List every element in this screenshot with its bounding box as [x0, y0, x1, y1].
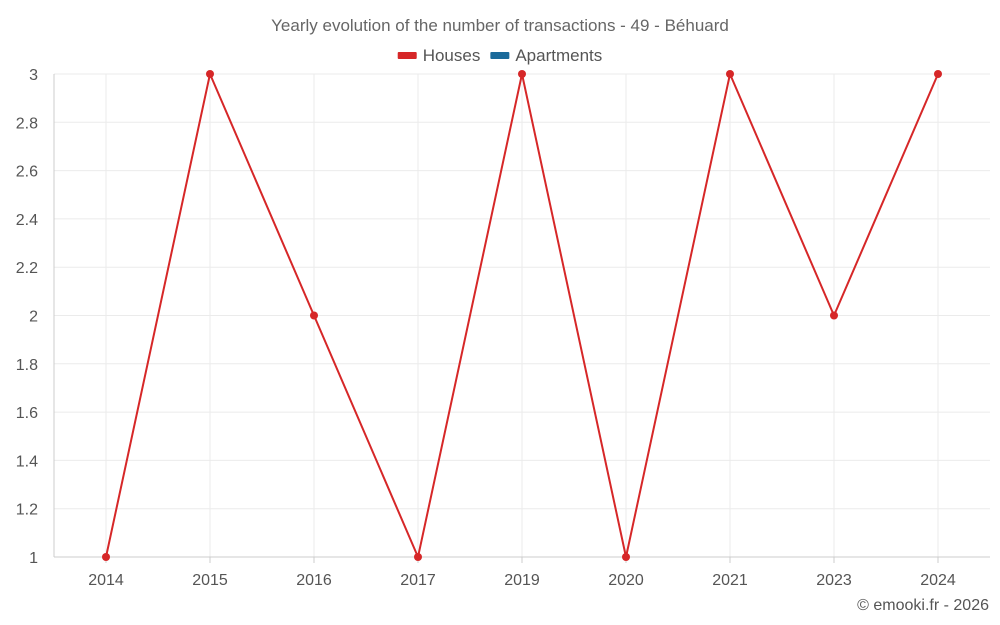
x-tick-label: 2020 — [608, 572, 644, 589]
x-tick-label: 2014 — [88, 572, 124, 589]
legend: Houses Apartments — [397, 46, 602, 65]
x-tick-label: 2015 — [192, 572, 228, 589]
x-tick-label: 2019 — [504, 572, 540, 589]
y-tick-label: 2 — [29, 309, 38, 326]
x-tick-label: 2016 — [296, 572, 332, 589]
data-point[interactable] — [622, 553, 630, 561]
y-tick-label: 1.4 — [16, 453, 38, 470]
data-point[interactable] — [726, 70, 734, 78]
legend-label: Apartments — [515, 46, 602, 65]
y-tick-label: 2.2 — [16, 260, 38, 277]
y-tick-label: 1 — [29, 550, 38, 567]
series-group — [102, 70, 942, 561]
y-tick-label: 1.6 — [16, 405, 38, 422]
y-tick-label: 1.2 — [16, 502, 38, 519]
y-tick-label: 2.6 — [16, 164, 38, 181]
x-axis-tick-labels: 2014 2015 2016 2017 2019 2020 2021 2023 2024 — [88, 572, 956, 589]
data-point[interactable] — [102, 553, 110, 561]
legend-item-houses[interactable]: Houses — [397, 46, 481, 65]
chart-title: Yearly evolution of the number of transa… — [271, 16, 729, 35]
data-point[interactable] — [206, 70, 214, 78]
credit-text: © emooki.fr - 2026 — [857, 597, 989, 614]
x-tick-label: 2017 — [400, 572, 436, 589]
data-point[interactable] — [934, 70, 942, 78]
data-point[interactable] — [830, 311, 838, 320]
y-axis-tick-labels: 1 1.2 1.4 1.6 1.8 2 2.2 2.4 2.6 2.8 3 — [16, 67, 38, 567]
legend-label: Houses — [423, 46, 481, 65]
legend-item-apartments[interactable]: Apartments — [490, 46, 602, 65]
y-tick-label: 1.8 — [16, 357, 38, 374]
x-tick-label: 2024 — [920, 572, 956, 589]
y-tick-label: 3 — [29, 67, 38, 84]
data-point[interactable] — [310, 311, 318, 320]
data-point[interactable] — [414, 553, 422, 561]
y-tick-label: 2.8 — [16, 115, 38, 132]
x-tick-label: 2021 — [712, 572, 748, 589]
x-tick-label: 2023 — [816, 572, 852, 589]
data-point[interactable] — [518, 70, 526, 78]
legend-swatch — [397, 52, 417, 59]
legend-swatch — [490, 52, 510, 59]
y-tick-label: 2.4 — [16, 212, 38, 229]
